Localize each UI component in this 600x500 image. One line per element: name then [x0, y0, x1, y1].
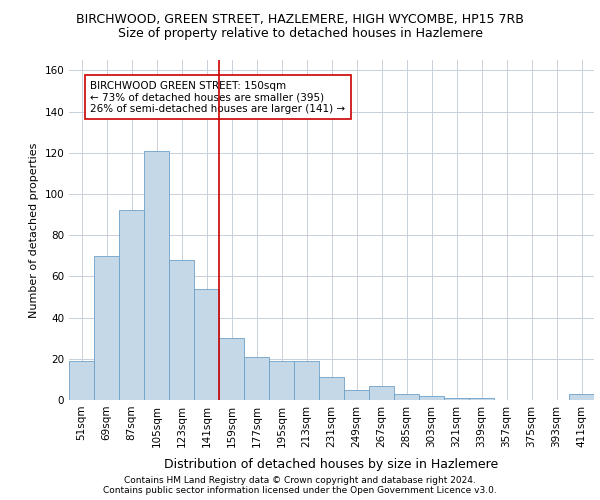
Text: Contains HM Land Registry data © Crown copyright and database right 2024.: Contains HM Land Registry data © Crown c…: [124, 476, 476, 485]
Bar: [344, 390, 369, 400]
Bar: [69, 361, 94, 400]
Bar: [269, 361, 294, 400]
Text: Size of property relative to detached houses in Hazlemere: Size of property relative to detached ho…: [118, 28, 482, 40]
Bar: [169, 260, 194, 400]
Bar: [369, 386, 394, 400]
Text: BIRCHWOOD GREEN STREET: 150sqm
← 73% of detached houses are smaller (395)
26% of: BIRCHWOOD GREEN STREET: 150sqm ← 73% of …: [90, 80, 346, 114]
X-axis label: Distribution of detached houses by size in Hazlemere: Distribution of detached houses by size …: [164, 458, 499, 471]
Bar: [294, 361, 319, 400]
Text: BIRCHWOOD, GREEN STREET, HAZLEMERE, HIGH WYCOMBE, HP15 7RB: BIRCHWOOD, GREEN STREET, HAZLEMERE, HIGH…: [76, 12, 524, 26]
Bar: [469, 398, 494, 400]
Bar: [194, 288, 219, 400]
Y-axis label: Number of detached properties: Number of detached properties: [29, 142, 39, 318]
Text: Contains public sector information licensed under the Open Government Licence v3: Contains public sector information licen…: [103, 486, 497, 495]
Bar: [319, 378, 344, 400]
Bar: [244, 356, 269, 400]
Bar: [94, 256, 119, 400]
Bar: [569, 394, 594, 400]
Bar: [419, 396, 444, 400]
Bar: [394, 394, 419, 400]
Bar: [119, 210, 144, 400]
Bar: [144, 150, 169, 400]
Bar: [444, 398, 469, 400]
Bar: [219, 338, 244, 400]
